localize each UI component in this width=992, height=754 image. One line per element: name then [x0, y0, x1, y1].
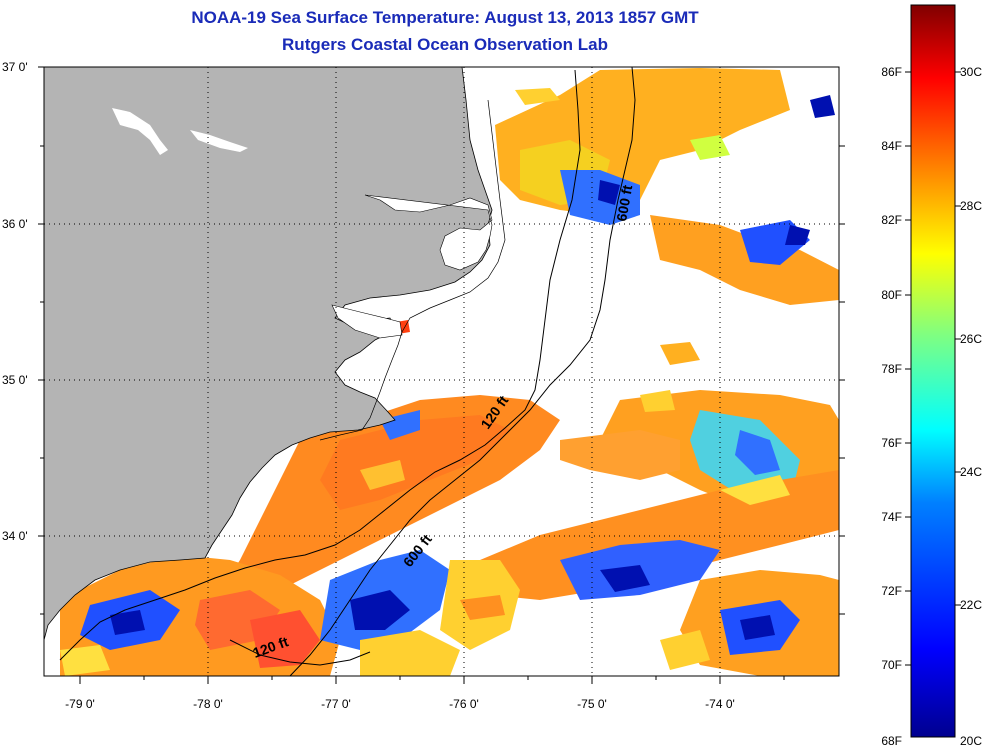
- colorbar-c-20: 20C: [960, 734, 982, 748]
- barrier-islands: [319, 99, 506, 441]
- map-title: NOAA-19 Sea Surface Temperature: August …: [191, 8, 699, 27]
- lon-label-77: -77 0': [321, 697, 351, 711]
- lat-label-35: 35 0': [2, 373, 28, 387]
- contour-600ft-north: [289, 67, 636, 676]
- sound-water: [364, 194, 493, 271]
- axis-ticks: [38, 66, 845, 684]
- lat-label-36: 36 0': [2, 217, 28, 231]
- lat-label-34: 34 0': [2, 529, 28, 543]
- colorbar-f-82: 82F: [881, 213, 902, 227]
- colorbar-c-26: 26C: [960, 332, 982, 346]
- lon-label-74: -74 0': [705, 697, 735, 711]
- colorbar-ticks: [905, 71, 961, 666]
- map-frame: [43, 66, 840, 677]
- map-subtitle: Rutgers Coastal Ocean Observation Lab: [282, 35, 608, 54]
- colorbar-f-78: 78F: [881, 362, 902, 376]
- colorbar-f-86: 86F: [881, 65, 902, 79]
- colorbar-f-84: 84F: [881, 139, 902, 153]
- lon-label-76: -76 0': [449, 697, 479, 711]
- colorbar-c-24: 24C: [960, 465, 982, 479]
- lon-label-78: -78 0': [193, 697, 223, 711]
- sst-patches: [60, 68, 839, 676]
- contour-label-600ft-north: 600 ft: [613, 183, 635, 222]
- colorbar-c-22: 22C: [960, 598, 982, 612]
- colorbar-f-68: 68F: [881, 734, 902, 748]
- colorbar-c-30: 30C: [960, 65, 982, 79]
- colorbar-c-28: 28C: [960, 199, 982, 213]
- colorbar-f-80: 80F: [881, 288, 902, 302]
- colorbar-f-76: 76F: [881, 436, 902, 450]
- lat-label-37: 37 0': [2, 60, 28, 74]
- lon-label-75: -75 0': [577, 697, 607, 711]
- lon-label-79: -79 0': [65, 697, 95, 711]
- colorbar: [910, 4, 956, 738]
- contour-120ft: [59, 69, 581, 661]
- colorbar-f-70: 70F: [881, 658, 902, 672]
- land-mass: [44, 67, 493, 641]
- colorbar-f-74: 74F: [881, 510, 902, 524]
- colorbar-f-72: 72F: [881, 584, 902, 598]
